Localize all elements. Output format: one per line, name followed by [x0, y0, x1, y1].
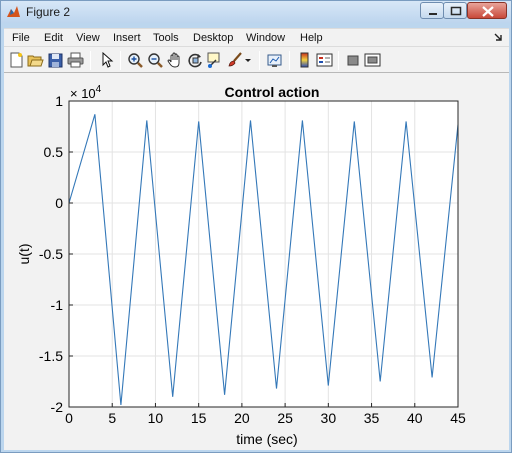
title-bar[interactable]: Figure 2 [1, 1, 511, 23]
x-tick-label: 45 [450, 410, 466, 426]
control-action-line [68, 114, 459, 406]
print-icon[interactable] [67, 52, 84, 68]
rotate-3d-icon[interactable] [187, 52, 204, 68]
menu-insert[interactable]: Insert [113, 32, 141, 44]
brush-icon[interactable] [227, 52, 244, 68]
y-tick-label: -0.5 [39, 246, 63, 262]
x-tick-label: 15 [191, 410, 207, 426]
y-tick-label: 1 [55, 93, 63, 109]
y-tick-label: 0 [55, 195, 63, 211]
menu-tools[interactable]: Tools [153, 32, 179, 44]
brush-dropdown-icon[interactable] [244, 52, 252, 68]
y-tick-label: -1 [51, 297, 64, 313]
y-axis-label: u(t) [16, 244, 32, 265]
x-tick-label: 40 [407, 410, 423, 426]
menu-file[interactable]: File [12, 32, 30, 44]
y-tick-label: -1.5 [39, 348, 63, 364]
link-plot-icon[interactable] [266, 52, 283, 68]
edit-plot-arrow-icon[interactable] [98, 52, 115, 68]
toolbar-separator [120, 51, 121, 70]
zoom-out-icon[interactable] [147, 52, 164, 68]
close-button[interactable] [467, 2, 507, 19]
y-tick-label: 0.5 [44, 144, 64, 160]
zoom-in-icon[interactable] [127, 52, 144, 68]
x-axis-ticks: 0 5 10 15 20 25 30 35 40 45 [65, 403, 466, 426]
menu-view[interactable]: View [76, 32, 100, 44]
insert-legend-icon[interactable] [316, 52, 333, 68]
figure-toolbar [4, 46, 509, 73]
plot-area[interactable]: 0 5 10 15 20 25 30 35 40 45 1 0.5 0 -0.5 -1 -1.5 -2 Con… [4, 73, 509, 450]
x-tick-label: 10 [148, 410, 164, 426]
minimize-icon [429, 13, 437, 15]
figure-canvas: 0 5 10 15 20 25 30 35 40 45 1 0.5 0 -0.5 -1 -1.5 -2 Con… [4, 73, 509, 450]
maximize-icon [450, 6, 462, 16]
toolbar-separator [90, 51, 91, 70]
x-tick-label: 5 [108, 410, 116, 426]
x-tick-label: 30 [321, 410, 337, 426]
menu-edit[interactable]: Edit [44, 32, 63, 44]
toolbar-separator [259, 51, 260, 70]
chart-title: Control action [225, 84, 320, 100]
minimize-button[interactable] [420, 2, 444, 19]
menu-help[interactable]: Help [300, 32, 323, 44]
insert-colorbar-icon[interactable] [296, 52, 313, 68]
y-tick-label: -2 [51, 399, 64, 415]
toolbar-separator [338, 51, 339, 70]
x-tick-label: 0 [65, 410, 73, 426]
close-icon [482, 6, 494, 17]
new-figure-icon[interactable] [8, 52, 25, 68]
hide-plot-tools-icon[interactable] [345, 52, 362, 68]
pan-hand-icon[interactable] [167, 52, 184, 68]
x-tick-label: 35 [364, 410, 380, 426]
y-axis-ticks: 1 0.5 0 -0.5 -1 -1.5 -2 [39, 93, 73, 415]
open-file-icon[interactable] [27, 52, 44, 68]
menu-bar: File Edit View Insert Tools Desktop Wind… [4, 28, 509, 46]
toolbar-separator [289, 51, 290, 70]
window-title: Figure 2 [26, 5, 71, 19]
x-axis-label: time (sec) [236, 431, 297, 447]
data-cursor-icon[interactable] [207, 52, 224, 68]
show-plot-tools-icon[interactable] [364, 52, 381, 68]
save-icon[interactable] [47, 52, 64, 68]
y-exponent-label: × 104 [70, 84, 102, 101]
x-tick-label: 25 [277, 410, 293, 426]
menu-desktop[interactable]: Desktop [193, 32, 234, 44]
maximize-button[interactable] [443, 2, 467, 19]
matlab-figure-icon [7, 6, 20, 17]
x-tick-label: 20 [234, 410, 250, 426]
menu-window[interactable]: Window [246, 32, 286, 44]
dock-arrow-icon[interactable] [494, 33, 503, 42]
